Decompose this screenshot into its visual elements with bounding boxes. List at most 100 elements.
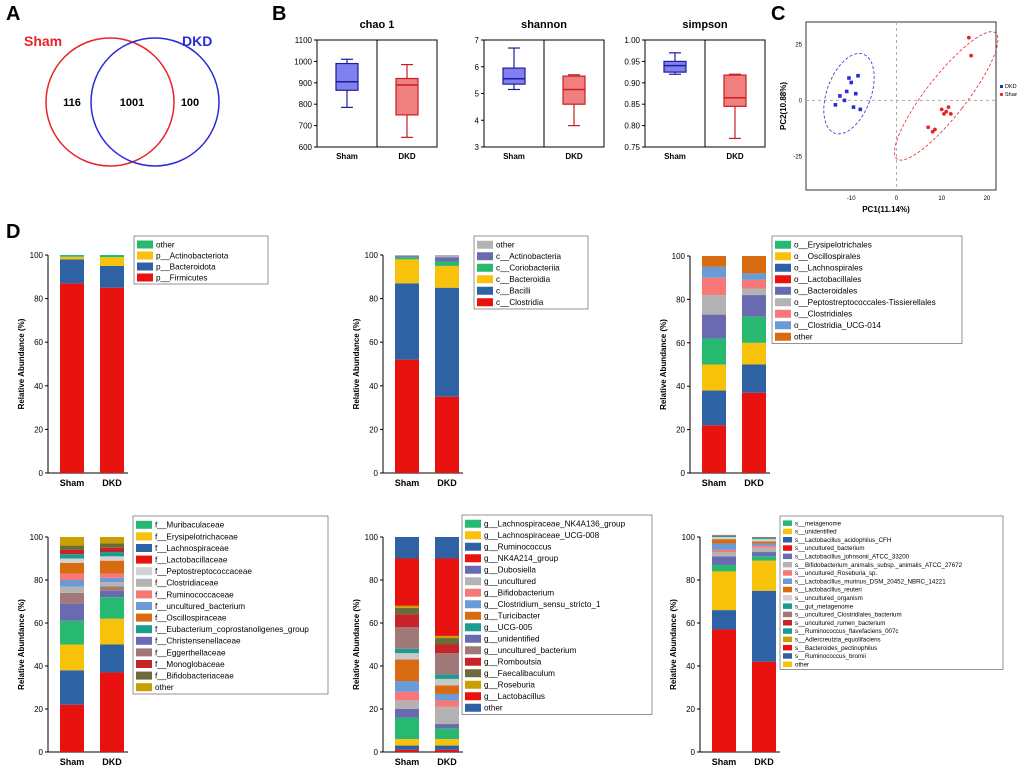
legend-swatch [136,625,152,634]
y-tick-label: 60 [686,619,695,628]
bar-segment-other [742,256,766,274]
y-tick-label: 80 [676,295,685,304]
bar-segment-s__uncultured_Roseburia_sp. [712,549,736,553]
y-tick-label: 1.00 [624,36,640,45]
bar-segment-g__Lactobacillus [435,749,459,752]
legend-label: s__metagenome [795,520,842,527]
legend-label: s__unidentified [795,529,837,536]
pca-frame [805,21,997,191]
legend-label: g__Lactobacillus [484,692,545,701]
legend-label: g__Ruminococcus [484,543,551,552]
bar-segment-other [435,537,459,559]
pca-point-dkd [858,107,863,112]
bar-segment-s__uncultured_organism [712,537,736,540]
bar-segment-s__Lactobacillus_murinus_DSM_20452_NBRC_14221 [712,543,736,550]
legend-label: p__Actinobacteriota [156,251,229,260]
bar-segment-s__Lactobacillus_acidophilus_CFH [752,552,776,557]
legend-label: g__Clostridium_sensu_stricto_1 [484,600,601,609]
bar-segment-s__uncultured_bacterium [752,661,776,752]
bar-segment-p__Bacteroidota [60,259,84,284]
legend-swatch [465,600,481,609]
legend-swatch [775,240,791,249]
x-tick-label: DKD [726,152,744,161]
bar-segment-f__uncultured_bacterium [100,577,124,583]
x-tick-label: DKD [744,478,764,488]
legend-label: other [496,241,515,250]
y-tick-label: 1000 [294,57,312,66]
y-tick-label: 0.75 [624,143,640,152]
legend-swatch [136,567,152,576]
legend-swatch [465,611,481,620]
legend-label: o__Bacteroidales [794,287,857,296]
legend-swatch [137,273,153,282]
legend-label: f__Eggerthellaceae [155,648,226,657]
legend-swatch [477,275,493,284]
bar-segment-f__Eubacterium_coprostanoligenes_group [100,560,124,574]
legend-swatch [137,251,153,260]
bar-segment-g__NK4A214_group [435,644,459,654]
pca-legend-label: Sham [1005,92,1017,98]
bar-segment-o__Bacteroidales [702,314,726,339]
y-tick-label: 700 [299,122,313,131]
legend-swatch [136,590,152,599]
venn-label-dkd: DKD [182,33,212,49]
legend-label: f__Muribaculaceae [155,521,225,530]
y-tick-label: 3 [475,143,480,152]
bar-segment-s__Lactobacillus_murinus_DSM_20452_NBRC_14221 [752,543,776,546]
legend-label: f__Christensenellaceae [155,637,241,646]
stacked-bar-class: 0 20 40 60 80 100 Relative Abundance (%) Sham DK… [352,235,589,488]
y-tick-label: 100 [672,252,686,261]
bar-segment-other [100,255,124,258]
stacked-bar-order: 0 20 40 60 80 100 Relative Abundance (%) Sham DK… [659,235,963,488]
x-tick-label: 10 [938,196,945,202]
y-tick-label: 7 [475,36,480,45]
box-sham [335,62,359,91]
legend-label: p__Firmicutes [156,273,207,282]
y-tick-label: 60 [34,619,43,628]
y-tick-label: 20 [369,425,378,434]
bar-segment-o__Lactobacillales [742,392,766,473]
pca-legend-marker [999,92,1004,97]
bar-segment-g__Lachnospiraceae_UCG-008 [395,605,419,608]
y-tick-label: 20 [34,705,43,714]
legend-label: f__Oscillospiraceae [155,613,227,622]
bar-segment-f__Monoglobaceae [100,547,124,553]
legend-label: o__Erysipelotrichales [794,241,872,250]
legend-swatch [465,669,481,678]
y-tick-label: 40 [369,662,378,671]
y-tick-label: 80 [34,576,43,585]
legend-swatch [136,544,152,552]
legend-label: o__Lactobacillales [794,275,861,284]
bar-segment-s__Lactobacillus_johnsonii_ATCC_33200 [752,547,776,553]
x-tick-label: Sham [60,478,85,488]
x-tick-label: DKD [565,152,583,161]
legend-label: f__Lachnospiraceae [155,544,229,553]
y-tick-label: 0 [691,748,696,757]
y-tick-label: 60 [676,339,685,348]
bar-segment-g__uncultured [395,648,419,654]
legend-label: g__Roseburia [484,681,535,690]
bar-segment-g__UCG-005 [435,700,459,707]
legend-swatch [465,692,481,701]
bar-segment-f__Clostridiaceae [100,582,124,587]
box-sham [663,60,687,73]
legend-label: s__Bifidobacterium_animalis_subsp._anima… [795,562,963,569]
legend-swatch [477,240,493,249]
legend-swatch [783,537,792,543]
legend-swatch [465,519,481,528]
x-tick-label: DKD [398,152,416,161]
venn-label-sham: Sham [24,33,62,49]
bar-segment-c__Clostridia [435,396,459,473]
y-tick-label: 20 [686,705,695,714]
y-tick-label: 5 [475,90,480,99]
legend-swatch [783,561,792,568]
y-tick-label: 0 [374,469,379,478]
legend-frame [133,235,269,285]
y-tick-label: 1100 [295,36,313,45]
legend-swatch [775,298,791,307]
y-tick-label: 800 [299,100,313,109]
bar-segment-f__Peptostreptococcaceae [100,556,124,561]
bar-segment-g__unidentified [435,706,459,725]
legend-label: g__Faecalibaculum [484,669,555,678]
bar-segment-o__Oscillospirales [742,342,766,365]
